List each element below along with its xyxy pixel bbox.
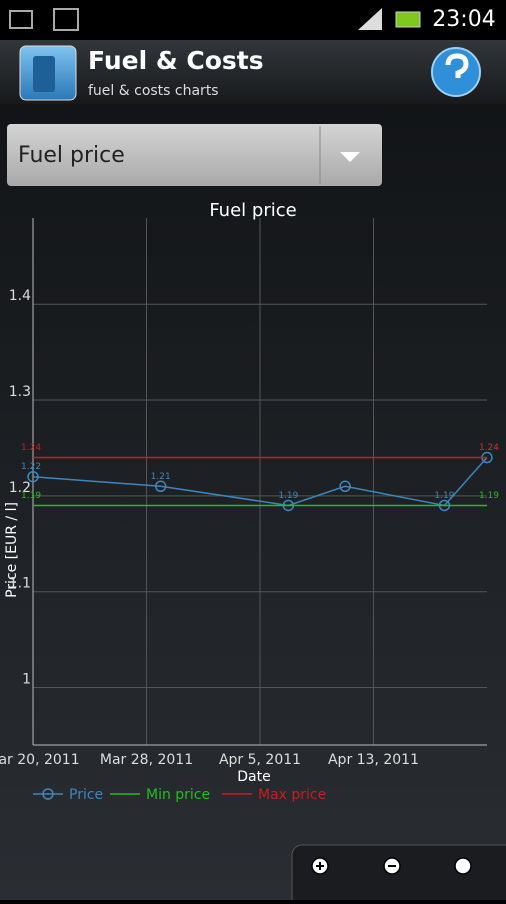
image-icon [53, 8, 79, 31]
value-label: 1.19 [479, 491, 499, 501]
x-tick-label: Mar 20, 2011 [0, 752, 80, 768]
legend-label: Max price [258, 787, 326, 803]
chart: Fuel price Date Price [EUR / l] 11.11.21… [0, 200, 499, 803]
app-title: Fuel & Costs [88, 46, 264, 75]
zoom-glyphs [316, 862, 396, 870]
y-tick-label: 1.1 [9, 576, 31, 592]
y-axis-label: Price [EUR / l] [4, 502, 20, 598]
zoom-panel [291, 844, 506, 904]
x-tick-label: Apr 13, 2011 [328, 752, 419, 768]
x-axis-label: Date [237, 769, 270, 785]
data-point [27, 470, 39, 483]
data-point [154, 480, 167, 493]
dropdown-arrow [340, 152, 360, 162]
help-glyph [445, 53, 469, 78]
y-tick-label: 1.4 [9, 288, 31, 304]
value-label: 1.24 [479, 443, 499, 453]
selected-option: Fuel price [18, 143, 125, 168]
value-label: 1.19 [21, 491, 41, 501]
value-label: 1.21 [151, 472, 171, 482]
mail-icon [9, 10, 33, 29]
clock: 23:04 [432, 7, 495, 32]
signal-icon [358, 8, 382, 30]
zoom-reset-button[interactable] [454, 857, 472, 875]
battery-icon [395, 11, 421, 28]
chart-selector[interactable] [7, 124, 382, 186]
legend-label: Min price [146, 787, 210, 803]
x-tick-label: Mar 28, 2011 [100, 752, 193, 768]
value-label: 1.19 [278, 491, 298, 501]
value-label: 1.24 [21, 443, 41, 453]
value-label: 1.24 [479, 443, 499, 453]
y-tick-label: 1.3 [9, 384, 31, 400]
series-line [32, 457, 488, 507]
chart-title: Fuel price [209, 200, 296, 221]
value-label: 1.22 [21, 462, 41, 472]
status-bar [0, 0, 506, 40]
pump-shape [33, 56, 55, 92]
legend-label: Price [69, 787, 103, 803]
legend-marker [42, 788, 54, 800]
y-tick-label: 1 [22, 672, 31, 688]
value-label: 1.19 [434, 491, 454, 501]
data-point [339, 480, 351, 493]
y-tick-label: 1.2 [9, 480, 31, 496]
app-header [0, 40, 506, 104]
app-subtitle: fuel & costs charts [88, 83, 219, 99]
x-tick-label: Apr 5, 2011 [219, 752, 301, 768]
